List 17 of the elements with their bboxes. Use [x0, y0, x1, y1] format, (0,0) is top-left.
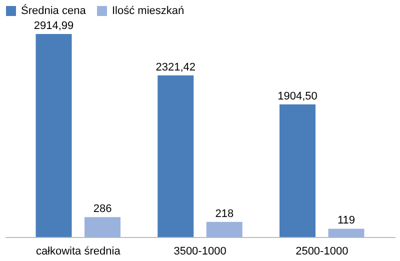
x-tick-label: 3500-1000	[174, 246, 226, 258]
x-tick-label: całkowita średnia	[36, 246, 122, 258]
data-label: 286	[93, 203, 112, 216]
bar	[158, 75, 194, 237]
legend-label: Średnia cena	[21, 4, 87, 17]
legend-label: Ilość mieszkań	[112, 5, 184, 17]
bar	[280, 104, 316, 237]
data-label: 2321,42	[156, 61, 196, 74]
bar	[206, 222, 242, 237]
data-label: 2914,99	[34, 20, 74, 32]
data-label: 1904,50	[278, 90, 318, 102]
bar	[84, 217, 120, 237]
data-label: 218	[215, 208, 234, 220]
bar	[328, 228, 364, 237]
bar	[36, 34, 72, 237]
data-label: 119	[337, 214, 356, 227]
x-tick-label: 2500-1000	[296, 246, 348, 258]
